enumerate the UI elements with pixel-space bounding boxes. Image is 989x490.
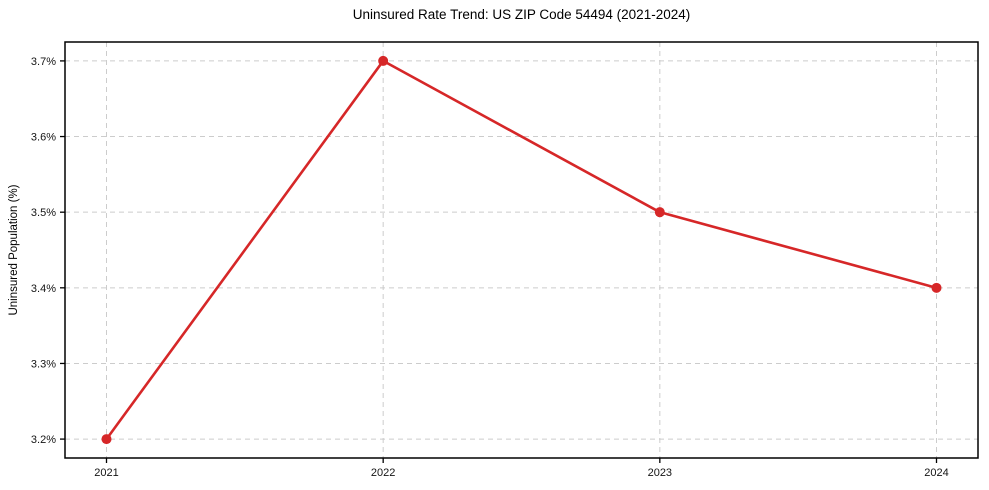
data-point-2023 (654, 207, 665, 218)
data-point-2024 (931, 282, 942, 293)
data-point-2022 (378, 55, 389, 66)
y-tick-label-3.5: 3.5% (31, 207, 56, 219)
y-tick-label-3.7: 3.7% (31, 56, 56, 68)
chart-title: Uninsured Rate Trend: US ZIP Code 54494 … (352, 7, 691, 22)
x-tick-label-2022: 2022 (371, 467, 395, 479)
data-point-2021 (101, 434, 112, 445)
y-tick-label-3.3: 3.3% (31, 358, 56, 370)
x-tick-label-2023: 2023 (648, 467, 672, 479)
y-tick-label-3.2: 3.2% (31, 434, 56, 446)
y-tick-label-3.4: 3.4% (31, 283, 56, 295)
trend-line (105, 59, 938, 441)
y-tick-label-3.6: 3.6% (31, 132, 56, 144)
x-tick-label-2024: 2024 (924, 467, 948, 479)
y-axis-label: Uninsured Population (%) (8, 184, 20, 316)
x-tick-label-2021: 2021 (94, 467, 118, 479)
plot-border (64, 41, 979, 459)
